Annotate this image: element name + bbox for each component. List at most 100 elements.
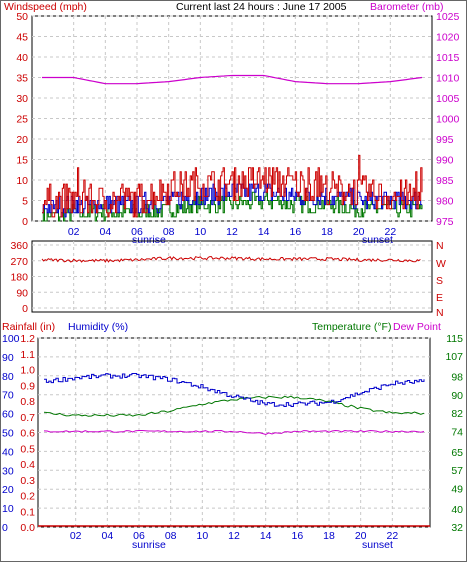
direction-axis-ticks: 0 90 180 270 360 <box>10 240 28 315</box>
barometer-tick-label: 995 <box>436 134 454 146</box>
windspeed-tick-label: 45 <box>16 32 28 44</box>
temperature-tick-label: 32 <box>451 522 463 534</box>
direction-tick-label: 360 <box>10 240 28 252</box>
barometer-axis-ticks: 975 980 985 990 995 1000 1005 1010 1015 1020 1025 <box>436 11 460 228</box>
humidity-x-tick-labels: 02 04 06 08 10 12 14 16 18 20 22 <box>70 530 399 542</box>
temperature-tick-label: 115 <box>446 333 463 345</box>
windspeed-tick-label: 10 <box>16 175 28 187</box>
humidity-x-tick-label: 12 <box>228 530 240 542</box>
humidity-tick-label: 70 <box>2 390 14 402</box>
wind-x-tick-label: 20 <box>353 226 365 238</box>
direction-tick-label: 270 <box>10 256 28 268</box>
dewpoint-axis-title: Dew Point <box>393 321 441 333</box>
barometer-tick-label: 1025 <box>436 11 460 23</box>
direction-tick-label: 0 <box>22 303 28 315</box>
compass-s: S <box>436 275 443 287</box>
compass-w: W <box>436 258 446 270</box>
humidity-x-tick-label: 04 <box>101 530 113 542</box>
rainfall-tick-label: 0.9 <box>20 380 35 392</box>
humidity-tick-label: 10 <box>2 503 14 515</box>
humidity-tick-label: 100 <box>2 333 20 345</box>
barometer-tick-label: 1015 <box>436 52 460 64</box>
wind-x-tick-label: 12 <box>226 226 238 238</box>
windspeed-tick-label: 40 <box>16 52 28 64</box>
humidity-x-tick-label: 20 <box>355 530 367 542</box>
wind-x-tick-label: 04 <box>99 226 111 238</box>
barometer-axis-title: Barometer (mb) <box>370 1 444 13</box>
dewpoint-line <box>43 429 425 436</box>
wind-x-tick-label: 16 <box>289 226 301 238</box>
humidity-x-tick-label: 16 <box>291 530 303 542</box>
temperature-tick-label: 82 <box>451 408 463 420</box>
humidity-tick-label: 90 <box>2 352 14 364</box>
sunrise-label-bottom: sunrise <box>132 539 166 551</box>
wind-series <box>42 74 423 222</box>
temperature-tick-label: 90 <box>451 390 463 402</box>
windspeed-tick-label: 35 <box>16 73 28 85</box>
humidity-axes-ticks: 0 10 20 30 40 50 60 70 80 90 100 0.0 0.1 0.2 0.3 0.4 0.5… <box>2 333 463 534</box>
humidity-x-tick-label: 08 <box>165 530 177 542</box>
wind-x-tick-label: 22 <box>384 226 396 238</box>
direction-tick-label: 90 <box>16 287 28 299</box>
rainfall-tick-label: 0.8 <box>20 396 35 408</box>
humidity-grid <box>38 337 430 528</box>
rainfall-tick-label: 0.0 <box>20 522 35 534</box>
rainfall-tick-label: 0.5 <box>20 443 35 455</box>
rainfall-tick-label: 1.0 <box>20 365 35 377</box>
humidity-x-tick-label: 18 <box>323 530 335 542</box>
windspeed-tick-label: 0 <box>22 216 28 228</box>
humidity-x-tick-label: 22 <box>386 530 398 542</box>
humidity-tick-label: 0 <box>2 522 8 534</box>
panel-humidity-temperature: 0 10 20 30 40 50 60 70 80 90 100 0.0 0.1 0.2 0.3 0.4 0.5… <box>2 321 463 551</box>
rainfall-axis-title: Rainfall (in) <box>2 321 55 333</box>
chart-title: Current last 24 hours : June 17 2005 <box>176 1 347 13</box>
windspeed-tick-label: 30 <box>16 93 28 105</box>
temperature-tick-label: 98 <box>451 372 463 384</box>
barometer-tick-label: 1005 <box>436 93 460 105</box>
humidity-tick-label: 20 <box>2 484 14 496</box>
windspeed-tick-label: 20 <box>16 134 28 146</box>
humidity-x-tick-label: 02 <box>70 530 82 542</box>
humidity-tick-label: 50 <box>2 428 14 440</box>
compass-e: E <box>436 292 443 304</box>
windspeed-tick-label: 25 <box>16 114 28 126</box>
sunset-label-top: sunset <box>362 234 393 246</box>
barometer-tick-label: 985 <box>436 175 454 187</box>
windspeed-series-2 <box>42 154 423 218</box>
barometer-tick-label: 1000 <box>436 114 460 126</box>
humidity-series <box>38 373 430 527</box>
wind-x-tick-label: 10 <box>194 226 206 238</box>
windspeed-tick-label: 15 <box>16 155 28 167</box>
temperature-axis-title: Temperature (°F) <box>312 321 391 333</box>
rainfall-tick-label: 0.7 <box>20 412 35 424</box>
humidity-x-tick-label: 10 <box>196 530 208 542</box>
compass-n-bottom: N <box>436 307 444 319</box>
rainfall-tick-label: 1.1 <box>20 349 35 361</box>
rainfall-tick-label: 0.6 <box>20 428 35 440</box>
humidity-x-tick-label: 14 <box>260 530 272 542</box>
sunset-label-bottom: sunset <box>362 539 393 551</box>
compass-n-top: N <box>436 240 444 252</box>
barometer-tick-label: 980 <box>436 196 454 208</box>
wind-x-tick-labels: 02 04 06 08 10 12 14 16 18 20 22 <box>68 226 397 238</box>
rainfall-tick-label: 0.3 <box>20 475 35 487</box>
windspeed-tick-label: 50 <box>16 11 28 23</box>
direction-series <box>41 256 421 263</box>
humidity-line <box>44 373 425 407</box>
humidity-axis-title: Humidity (%) <box>68 321 128 333</box>
temperature-tick-label: 57 <box>451 465 463 477</box>
barometer-tick-label: 1010 <box>436 73 460 85</box>
wind-x-tick-label: 02 <box>68 226 80 238</box>
barometer-tick-label: 990 <box>436 155 454 167</box>
rainfall-tick-label: 0.2 <box>20 491 35 503</box>
temperature-tick-label: 65 <box>451 447 463 459</box>
temperature-line <box>43 395 425 417</box>
humidity-tick-label: 30 <box>2 465 14 477</box>
humidity-tick-label: 60 <box>2 409 14 421</box>
barometer-tick-label: 975 <box>436 216 454 228</box>
wind-direction-line <box>41 256 421 263</box>
wind-x-tick-label: 06 <box>131 226 143 238</box>
